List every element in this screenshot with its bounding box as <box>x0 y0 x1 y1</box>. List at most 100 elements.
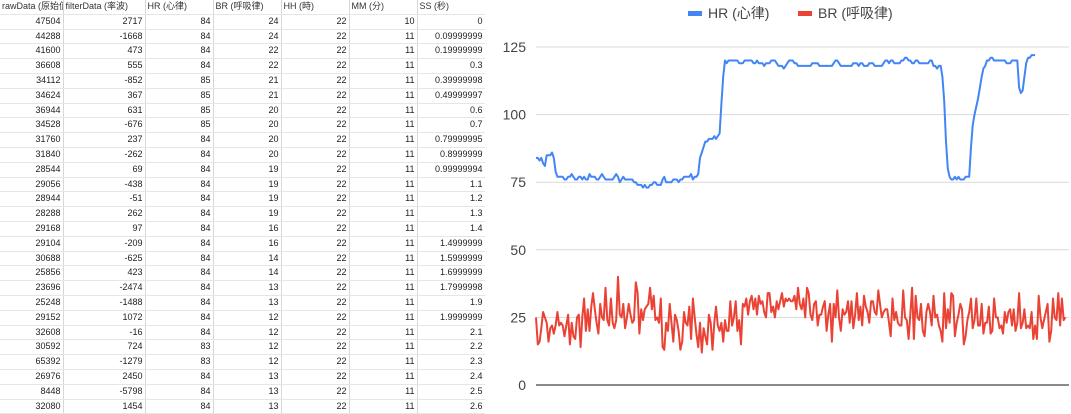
table-cell[interactable]: 22 <box>281 29 350 45</box>
table-cell[interactable]: 83 <box>145 339 214 356</box>
table-cell[interactable]: 1.1 <box>417 177 485 193</box>
table-cell[interactable]: 84 <box>145 191 214 208</box>
table-cell[interactable]: 1.9 <box>417 295 485 311</box>
table-cell[interactable]: 10 <box>349 14 418 30</box>
table-cell[interactable]: 84 <box>145 221 214 237</box>
table-cell[interactable]: 31760 <box>0 132 64 148</box>
table-cell[interactable]: 237 <box>63 132 146 148</box>
table-cell[interactable]: 1.4999999 <box>417 236 485 252</box>
table-cell[interactable]: 19 <box>213 177 282 193</box>
table-cell[interactable]: 12 <box>213 339 282 356</box>
table-cell[interactable]: 14 <box>213 265 282 282</box>
column-header[interactable]: BR (呼吸律) <box>213 0 282 15</box>
table-cell[interactable]: 11 <box>349 191 418 208</box>
table-cell[interactable]: 2.5 <box>417 384 485 400</box>
table-cell[interactable]: 11 <box>349 325 418 341</box>
table-cell[interactable]: 2.1 <box>417 325 485 341</box>
table-cell[interactable]: 11 <box>349 43 418 60</box>
table-cell[interactable]: 29056 <box>0 177 64 193</box>
table-cell[interactable]: 26976 <box>0 369 64 385</box>
table-cell[interactable]: 29104 <box>0 236 64 252</box>
legend-label[interactable]: BR (呼吸律) <box>818 5 893 21</box>
table-cell[interactable]: 1.6999999 <box>417 265 485 282</box>
table-cell[interactable]: 22 <box>281 177 350 193</box>
table-cell[interactable]: 28288 <box>0 206 64 222</box>
table-cell[interactable]: 22 <box>281 117 350 134</box>
table-cell[interactable]: 25856 <box>0 265 64 282</box>
table-cell[interactable]: 2.6 <box>417 399 485 414</box>
table-cell[interactable]: 22 <box>281 236 350 252</box>
table-cell[interactable]: 84 <box>145 384 214 400</box>
table-cell[interactable]: 555 <box>63 58 146 74</box>
table-cell[interactable]: 22 <box>281 191 350 208</box>
table-cell[interactable]: 22 <box>281 399 350 414</box>
table-cell[interactable]: -51 <box>63 191 146 208</box>
table-cell[interactable]: 11 <box>349 117 418 134</box>
table-cell[interactable]: 22 <box>281 265 350 282</box>
table-cell[interactable]: 12 <box>213 354 282 370</box>
table-cell[interactable]: 84 <box>145 177 214 193</box>
table-cell[interactable]: 2.3 <box>417 354 485 370</box>
table-cell[interactable]: 21 <box>213 88 282 104</box>
table-cell[interactable]: 85 <box>145 88 214 104</box>
table-cell[interactable]: 0.99999994 <box>417 162 485 178</box>
table-cell[interactable]: 0.7 <box>417 117 485 134</box>
table-cell[interactable]: 11 <box>349 221 418 237</box>
table-cell[interactable]: 31840 <box>0 147 64 163</box>
table-cell[interactable]: 21 <box>213 73 282 89</box>
table-cell[interactable]: 84 <box>145 147 214 163</box>
table-cell[interactable]: 84 <box>145 295 214 311</box>
table-cell[interactable]: 41600 <box>0 43 64 60</box>
table-cell[interactable]: 262 <box>63 206 146 222</box>
table-cell[interactable]: 0.39999998 <box>417 73 485 89</box>
table-cell[interactable]: 1.4 <box>417 221 485 237</box>
table-cell[interactable]: 1.2 <box>417 191 485 208</box>
table-cell[interactable]: 22 <box>281 221 350 237</box>
table-cell[interactable]: 29168 <box>0 221 64 237</box>
table-cell[interactable]: 47504 <box>0 14 64 30</box>
table-cell[interactable]: 1.3 <box>417 206 485 222</box>
table-cell[interactable]: 84 <box>145 399 214 414</box>
table-cell[interactable]: 11 <box>349 399 418 414</box>
table-cell[interactable]: 11 <box>349 354 418 370</box>
table-cell[interactable]: 0.49999997 <box>417 88 485 104</box>
table-cell[interactable]: 8448 <box>0 384 64 400</box>
table-cell[interactable]: 19 <box>213 162 282 178</box>
table-cell[interactable]: 1072 <box>63 310 146 326</box>
table-cell[interactable]: 83 <box>145 354 214 370</box>
table-cell[interactable]: 84 <box>145 43 214 60</box>
table-cell[interactable]: 34528 <box>0 117 64 134</box>
table-cell[interactable]: 85 <box>145 117 214 134</box>
table-cell[interactable]: 2.4 <box>417 369 485 385</box>
table-cell[interactable]: 11 <box>349 280 418 296</box>
table-cell[interactable]: 19 <box>213 191 282 208</box>
table-cell[interactable]: 13 <box>213 280 282 296</box>
table-cell[interactable]: 84 <box>145 14 214 30</box>
table-cell[interactable]: -5798 <box>63 384 146 400</box>
column-header[interactable]: SS (秒) <box>417 0 485 15</box>
table-cell[interactable]: 36944 <box>0 103 64 119</box>
table-cell[interactable]: 84 <box>145 280 214 296</box>
table-cell[interactable]: 32080 <box>0 399 64 414</box>
table-cell[interactable]: 11 <box>349 236 418 252</box>
table-cell[interactable]: 84 <box>145 206 214 222</box>
table-cell[interactable]: 16 <box>213 221 282 237</box>
table-cell[interactable]: 1454 <box>63 399 146 414</box>
table-cell[interactable]: 22 <box>281 147 350 163</box>
table-cell[interactable]: 0.6 <box>417 103 485 119</box>
table-cell[interactable]: 0.09999999 <box>417 29 485 45</box>
table-cell[interactable]: 22 <box>281 295 350 311</box>
table-cell[interactable]: 22 <box>281 14 350 30</box>
table-cell[interactable]: 11 <box>349 103 418 119</box>
table-cell[interactable]: 11 <box>349 295 418 311</box>
table-cell[interactable]: 11 <box>349 88 418 104</box>
table-cell[interactable]: 22 <box>213 58 282 74</box>
spreadsheet-table[interactable]: rawData (原始值)filterData (率波)HR (心律)BR (呼… <box>0 0 485 414</box>
table-cell[interactable]: 22 <box>281 339 350 356</box>
table-cell[interactable]: 65392 <box>0 354 64 370</box>
table-cell[interactable]: 22 <box>281 206 350 222</box>
table-cell[interactable]: 30688 <box>0 251 64 267</box>
table-cell[interactable]: 2717 <box>63 14 146 30</box>
table-cell[interactable]: 24 <box>213 29 282 45</box>
table-cell[interactable]: 25248 <box>0 295 64 311</box>
